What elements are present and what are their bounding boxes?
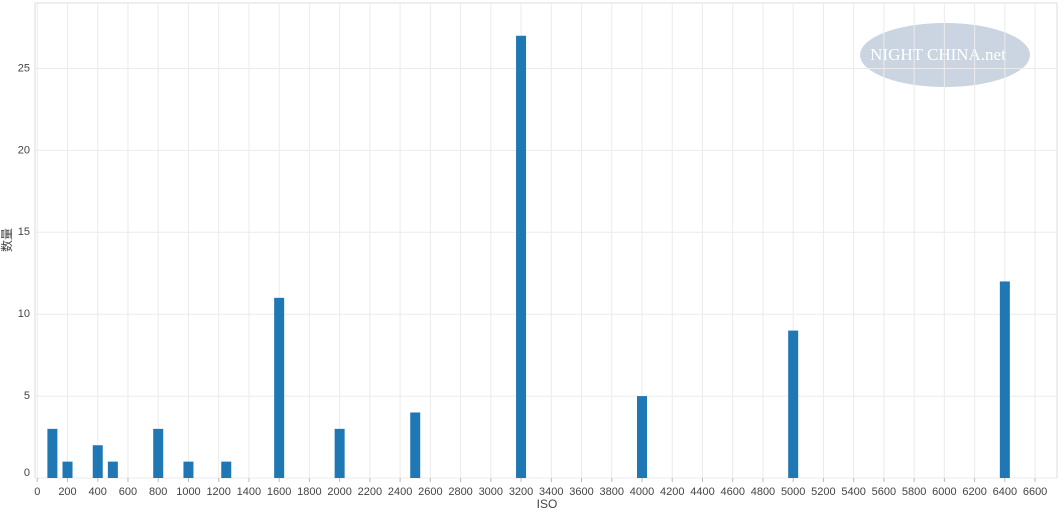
x-tick-label: 1000 (176, 486, 200, 498)
x-tick-label: 4200 (660, 486, 684, 498)
y-tick-label: 5 (24, 390, 30, 402)
x-tick-label: 3400 (539, 486, 563, 498)
x-tick-label: 2400 (388, 486, 412, 498)
bar (221, 461, 232, 478)
bar (637, 396, 648, 478)
bar (334, 428, 345, 478)
x-tick-label: 2800 (448, 486, 472, 498)
watermark-text: NIGHT CHINA.net (870, 45, 1006, 64)
bar (62, 461, 73, 478)
x-tick-label: 3000 (479, 486, 503, 498)
x-tick-label: 3800 (600, 486, 624, 498)
bar (47, 428, 58, 478)
bar (516, 35, 527, 479)
x-tick-label: 6400 (993, 486, 1017, 498)
x-tick-label: 2600 (418, 486, 442, 498)
x-tick-label: 4800 (751, 486, 775, 498)
bar (274, 297, 285, 478)
y-tick-label: 15 (18, 226, 30, 238)
y-tick-label: 20 (18, 144, 30, 156)
bar (153, 428, 164, 478)
x-tick-label: 400 (89, 486, 107, 498)
x-tick-label: 1400 (237, 486, 261, 498)
y-axis-title: 数量 (0, 228, 14, 252)
x-tick-label: 600 (119, 486, 137, 498)
x-tick-label: 2000 (327, 486, 351, 498)
x-tick-label: 6000 (932, 486, 956, 498)
x-tick-label: 0 (34, 486, 40, 498)
x-tick-label: 6200 (962, 486, 986, 498)
x-tick-label: 4600 (720, 486, 744, 498)
x-tick-label: 5000 (781, 486, 805, 498)
x-tick-label: 5800 (902, 486, 926, 498)
x-tick-label: 5200 (811, 486, 835, 498)
x-tick-label: 800 (149, 486, 167, 498)
x-tick-label: 6600 (1023, 486, 1047, 498)
y-tick-label: 0 (24, 467, 30, 479)
x-tick-label: 3200 (509, 486, 533, 498)
x-tick-label: 4400 (690, 486, 714, 498)
x-tick-label: 1200 (206, 486, 230, 498)
bar (410, 412, 421, 478)
x-tick-label: 1600 (267, 486, 291, 498)
bar (999, 281, 1010, 478)
x-tick-label: 4000 (630, 486, 654, 498)
y-tick-label: 10 (18, 308, 30, 320)
bar (107, 461, 118, 478)
watermark: NIGHT CHINA.net (860, 23, 1030, 87)
x-tick-label: 3600 (569, 486, 593, 498)
y-tick-label: 25 (18, 62, 30, 74)
x-tick-label: 1800 (297, 486, 321, 498)
x-tick-label: 5400 (841, 486, 865, 498)
x-tick-label: 5600 (872, 486, 896, 498)
bar (183, 461, 194, 478)
bar (788, 330, 799, 478)
bar (92, 445, 103, 478)
x-tick-label: 2200 (358, 486, 382, 498)
watermark-cloud (860, 23, 1030, 87)
x-axis-title: ISO (537, 497, 558, 511)
x-tick-label: 200 (58, 486, 76, 498)
